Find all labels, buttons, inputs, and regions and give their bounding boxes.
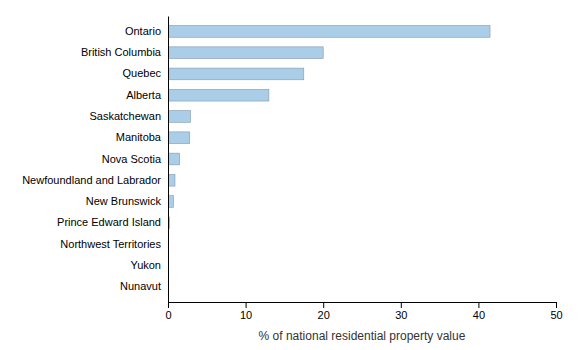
chart-container: 0 10 20 30 40 50 Nunavut Yukon Northwest Territo…: [0, 0, 580, 350]
tick: Ontario: [125, 25, 161, 37]
tick-label: New Brunswick: [86, 195, 162, 207]
tick-label: 0: [165, 309, 171, 321]
bar: [168, 111, 191, 123]
tick: 10: [240, 302, 252, 321]
bar: [168, 47, 323, 59]
tick: Manitoba: [116, 131, 162, 143]
tick-label: Alberta: [126, 89, 162, 101]
bar: [168, 132, 190, 144]
axis-title: % of national residential property value: [259, 329, 466, 343]
tick: Prince Edward Island: [57, 216, 161, 228]
tick-mark: [168, 302, 169, 308]
tick: Northwest Territories: [60, 238, 161, 250]
tick-label: 20: [318, 309, 330, 321]
tick-label: 50: [550, 309, 562, 321]
tick: Yukon: [130, 259, 161, 271]
tick: Nunavut: [120, 280, 161, 292]
bar: [168, 153, 180, 165]
tick: 50: [550, 302, 562, 321]
tick-mark: [323, 302, 324, 308]
tick-label: 40: [473, 309, 485, 321]
tick-label: Ontario: [125, 25, 161, 37]
category-axis: Nunavut Yukon Northwest Territories Prince …: [22, 17, 168, 303]
tick-label: Yukon: [130, 259, 161, 271]
plot-area: 0 10 20 30 40 50 Nunavut Yukon Northwest Territo…: [22, 17, 562, 321]
tick: 40: [473, 302, 485, 321]
bar: [168, 68, 304, 80]
tick: Newfoundland and Labrador: [22, 174, 161, 186]
value-axis: 0 10 20 30 40 50: [165, 302, 562, 321]
bars: [168, 26, 490, 293]
tick-label: British Columbia: [81, 46, 162, 58]
tick-mark: [478, 302, 479, 308]
tick: 20: [318, 302, 330, 321]
tick-label: Newfoundland and Labrador: [22, 174, 161, 186]
tick: British Columbia: [81, 46, 162, 58]
tick-mark: [401, 302, 402, 308]
tick-label: Saskatchewan: [89, 110, 161, 122]
tick: Saskatchewan: [89, 110, 161, 122]
tick: 0: [165, 302, 171, 321]
tick: 30: [395, 302, 407, 321]
axis-line: [169, 303, 557, 309]
tick-label: 30: [395, 309, 407, 321]
tick: Alberta: [126, 89, 162, 101]
tick: Nova Scotia: [102, 153, 162, 165]
axis-line: [168, 17, 169, 303]
chart-svg: 0 10 20 30 40 50 Nunavut Yukon Northwest Territo…: [0, 0, 580, 350]
tick: New Brunswick: [86, 195, 162, 207]
tick-label: Quebec: [122, 67, 161, 79]
tick-label: Prince Edward Island: [57, 216, 161, 228]
tick-label: Nova Scotia: [102, 153, 162, 165]
tick-label: 10: [240, 309, 252, 321]
tick: Quebec: [122, 67, 161, 79]
tick-mark: [556, 302, 557, 308]
tick-label: Manitoba: [116, 131, 162, 143]
tick-label: Northwest Territories: [60, 238, 161, 250]
bar: [168, 174, 175, 186]
tick-mark: [246, 302, 247, 308]
tick-label: Nunavut: [120, 280, 161, 292]
bar: [168, 26, 490, 38]
bar: [168, 89, 269, 101]
